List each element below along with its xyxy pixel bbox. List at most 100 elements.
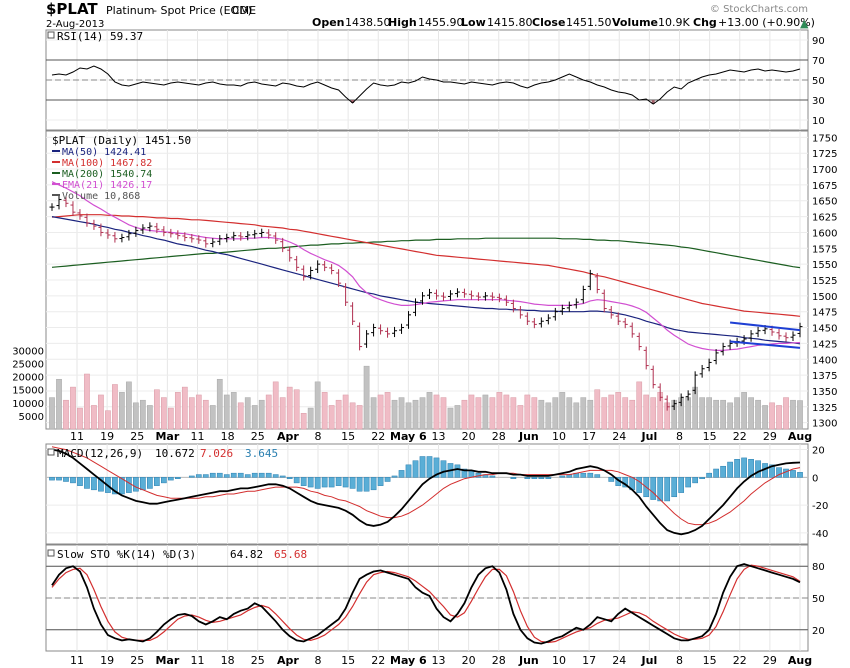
price-y-tick: 1325	[812, 403, 837, 414]
volume-bar	[188, 397, 195, 430]
macd-histogram-bar	[594, 474, 601, 478]
volume-bar	[734, 397, 740, 430]
legend-entry: MA(200) 1540.74	[62, 169, 152, 180]
volume-bar	[98, 394, 104, 430]
x-tick-label: 8	[676, 654, 683, 667]
sto-k-line	[51, 563, 801, 645]
volume-bar	[566, 397, 573, 430]
macd-histogram-bar	[587, 472, 594, 478]
macd-histogram-bar	[776, 467, 782, 478]
volume-bar	[559, 392, 566, 430]
x-tick-label: Aug	[788, 654, 812, 667]
volume-bar	[685, 397, 691, 430]
volume-y-tick: 30000	[12, 346, 44, 357]
legend-entry: MA(50) 1424.41	[62, 147, 146, 158]
macd-histogram-bar	[370, 477, 377, 491]
macd-value-2: 7.026	[200, 447, 233, 460]
volume-bar	[538, 399, 545, 430]
open-value: 1438.50	[345, 16, 391, 29]
volume-bar	[321, 392, 328, 430]
x-tick-label: Jul	[641, 654, 658, 667]
x-tick-label: 25	[130, 430, 144, 443]
macd-value-3: 3.645	[245, 447, 278, 460]
price-y-tick: 1750	[812, 133, 837, 144]
rsi-y-tick: 90	[812, 36, 825, 47]
volume-bar	[650, 397, 657, 430]
volume-bar	[272, 381, 279, 430]
price-y-tick: 1375	[812, 371, 837, 382]
macd-histogram-bar	[335, 477, 342, 486]
price-y-tick: 1600	[812, 228, 837, 239]
legend-entry: Volume 10,868	[62, 191, 140, 202]
x-tick-label: 11	[191, 654, 205, 667]
volume-bar	[56, 378, 62, 430]
rsi-y-tick: 70	[812, 56, 825, 67]
volume-bar	[447, 407, 454, 430]
x-tick-label: 25	[130, 654, 144, 667]
sto-d-value: 65.68	[274, 548, 307, 561]
sto-y-tick: 50	[812, 594, 825, 605]
x-tick-label: 13	[432, 430, 446, 443]
volume-bar	[307, 407, 314, 430]
macd-histogram-bar	[734, 459, 740, 478]
instrument-desc: - Spot Price (EOD)	[153, 4, 252, 17]
macd-histogram-bar	[216, 472, 223, 478]
x-tick-label: 8	[315, 654, 322, 667]
macd-line	[51, 448, 801, 536]
copyright: © StockCharts.com	[710, 4, 808, 15]
x-tick-label: 8	[315, 430, 322, 443]
volume-bar	[503, 394, 510, 430]
macd-histogram-bar	[559, 475, 566, 478]
macd-histogram-bar	[84, 477, 90, 489]
macd-histogram-bar	[140, 477, 146, 491]
volume-y-tick: 20000	[12, 373, 44, 384]
volume-bar	[279, 397, 286, 430]
sto-k-value: 64.82	[230, 548, 263, 561]
macd-histogram-bar	[174, 477, 181, 479]
macd-histogram-bar	[98, 477, 104, 492]
volume-bar	[440, 397, 447, 430]
macd-histogram-bar	[720, 465, 726, 478]
volume-bar	[223, 394, 230, 430]
x-tick-label: 18	[221, 430, 235, 443]
ma200-line	[51, 237, 801, 269]
macd-histogram-bar	[251, 472, 258, 478]
price-y-tick: 1675	[812, 181, 837, 192]
macd-histogram-bar	[769, 464, 775, 478]
volume-bar	[545, 402, 552, 430]
y-axis-labels: 1030507090130013251350137514001425145014…	[12, 36, 837, 637]
x-tick-label: 15	[703, 654, 717, 667]
macd-histogram-bar	[126, 477, 132, 493]
volume-bar	[314, 381, 321, 430]
volume-y-tick: 10000	[12, 399, 44, 410]
x-tick-label: 8	[676, 430, 683, 443]
macd-histogram-bar	[244, 474, 251, 478]
x-tick-label: 22	[733, 430, 747, 443]
x-tick-label: 28	[492, 430, 506, 443]
price-y-tick: 1575	[812, 244, 837, 255]
rsi-y-tick: 10	[812, 116, 825, 127]
macd-histogram-bar	[314, 477, 321, 489]
open-label: Open	[312, 16, 345, 29]
x-tick-label: Aug	[788, 430, 812, 443]
volume-bar	[370, 397, 377, 430]
volume-bar	[174, 392, 181, 430]
volume-bar	[126, 381, 132, 430]
high-value: 1455.90	[418, 16, 464, 29]
volume-bar	[237, 402, 244, 430]
macd-histogram-bar	[454, 464, 461, 478]
volume-bar	[468, 394, 475, 430]
macd-histogram-bar	[349, 477, 356, 489]
macd-histogram-bar	[580, 472, 587, 478]
trendline-lower	[730, 340, 801, 349]
macd-histogram-bar	[650, 477, 657, 500]
macd-y-tick: -20	[812, 501, 828, 512]
volume-bar	[154, 389, 160, 430]
price-y-tick: 1475	[812, 308, 837, 319]
rsi-label: RSI(14) 59.37	[57, 30, 143, 43]
volume-bar	[496, 392, 503, 430]
volume-bar	[643, 394, 650, 430]
macd-histogram-bar	[433, 457, 440, 478]
macd-histogram-bar	[286, 477, 293, 479]
